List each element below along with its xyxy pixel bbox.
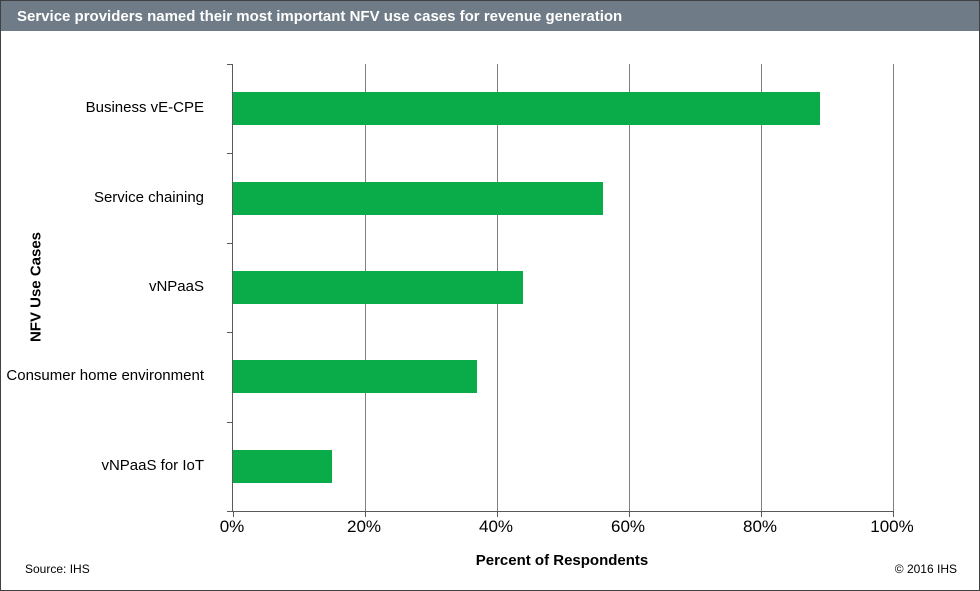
chart-title-bar: Service providers named their most impor… bbox=[1, 1, 979, 33]
x-tick-label: 40% bbox=[478, 517, 514, 536]
bar bbox=[233, 92, 821, 126]
x-tick-label: 0% bbox=[219, 517, 245, 536]
x-tick-label: 60% bbox=[610, 517, 646, 536]
gridline bbox=[629, 64, 630, 511]
x-axis-tick bbox=[893, 511, 894, 517]
x-axis-tick bbox=[497, 511, 498, 517]
x-axis-tick bbox=[365, 511, 366, 517]
y-axis-tick bbox=[227, 332, 233, 334]
bar-row bbox=[233, 332, 893, 421]
y-axis-tick bbox=[227, 511, 233, 512]
copyright-note: © 2016 IHS bbox=[894, 562, 957, 576]
bar bbox=[233, 270, 524, 304]
bar-row bbox=[233, 64, 893, 153]
y-axis-tick bbox=[227, 153, 233, 155]
gridline bbox=[761, 64, 762, 511]
category-label: Service chaining bbox=[93, 188, 204, 206]
x-axis-tick bbox=[233, 511, 234, 517]
x-axis-tick bbox=[761, 511, 762, 517]
category-label: vNPaaS bbox=[148, 278, 204, 296]
bar-row bbox=[233, 153, 893, 242]
x-tick-label: 80% bbox=[742, 517, 778, 536]
x-axis-tick bbox=[629, 511, 630, 517]
gridline bbox=[893, 64, 894, 511]
source-note: Source: IHS bbox=[25, 562, 90, 576]
chart-title: Service providers named their most impor… bbox=[17, 8, 623, 25]
bar bbox=[233, 360, 478, 394]
bar-row bbox=[233, 422, 893, 511]
x-tick-label: 20% bbox=[346, 517, 382, 536]
x-tick-labels: 0% 20% 40% 60% 80% 100% bbox=[220, 517, 914, 539]
bar bbox=[233, 181, 603, 215]
plot-area bbox=[227, 64, 894, 517]
bar bbox=[233, 449, 332, 483]
y-axis-tick bbox=[227, 242, 233, 244]
x-axis-title: Percent of Respondents bbox=[475, 552, 649, 569]
category-label: Business vE-CPE bbox=[85, 99, 204, 117]
bar-row bbox=[233, 243, 893, 332]
x-tick-label: 100% bbox=[870, 517, 914, 536]
y-axis-tick bbox=[227, 64, 233, 65]
y-axis-tick bbox=[227, 421, 233, 423]
category-label: Consumer home environment bbox=[6, 367, 204, 385]
category-label: vNPaaS for IoT bbox=[101, 456, 204, 474]
category-labels: Business vE-CPE Service chaining vNPaaS Con… bbox=[1, 64, 218, 511]
